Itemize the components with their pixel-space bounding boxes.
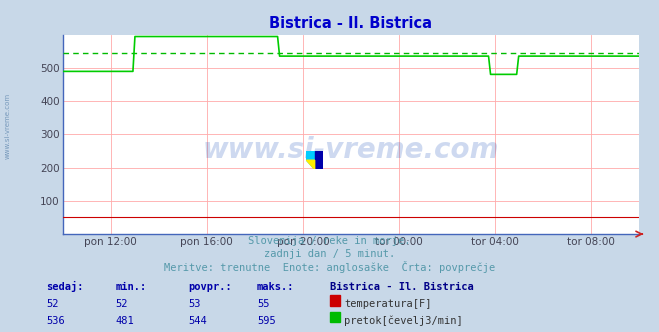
- Text: povpr.:: povpr.:: [188, 283, 231, 292]
- Text: sedaj:: sedaj:: [46, 282, 84, 292]
- Text: 481: 481: [115, 316, 134, 326]
- Text: Slovenija / reke in morje.: Slovenija / reke in morje.: [248, 236, 411, 246]
- Text: 595: 595: [257, 316, 275, 326]
- Polygon shape: [306, 151, 315, 169]
- Text: 544: 544: [188, 316, 206, 326]
- Text: zadnji dan / 5 minut.: zadnji dan / 5 minut.: [264, 249, 395, 259]
- Text: pretok[čevelj3/min]: pretok[čevelj3/min]: [344, 315, 463, 326]
- Text: Bistrica - Il. Bistrica: Bistrica - Il. Bistrica: [330, 283, 473, 292]
- Text: 55: 55: [257, 299, 270, 309]
- Text: 52: 52: [115, 299, 128, 309]
- Text: maks.:: maks.:: [257, 283, 295, 292]
- Title: Bistrica - Il. Bistrica: Bistrica - Il. Bistrica: [270, 16, 432, 31]
- Text: www.si-vreme.com: www.si-vreme.com: [5, 93, 11, 159]
- Polygon shape: [315, 151, 323, 169]
- Text: www.si-vreme.com: www.si-vreme.com: [203, 136, 499, 164]
- Text: Meritve: trenutne  Enote: anglosaške  Črta: povprečje: Meritve: trenutne Enote: anglosaške Črta…: [164, 261, 495, 273]
- Text: 52: 52: [46, 299, 59, 309]
- Text: 536: 536: [46, 316, 65, 326]
- Text: min.:: min.:: [115, 283, 146, 292]
- Text: temperatura[F]: temperatura[F]: [344, 299, 432, 309]
- Text: 53: 53: [188, 299, 200, 309]
- Polygon shape: [306, 160, 315, 169]
